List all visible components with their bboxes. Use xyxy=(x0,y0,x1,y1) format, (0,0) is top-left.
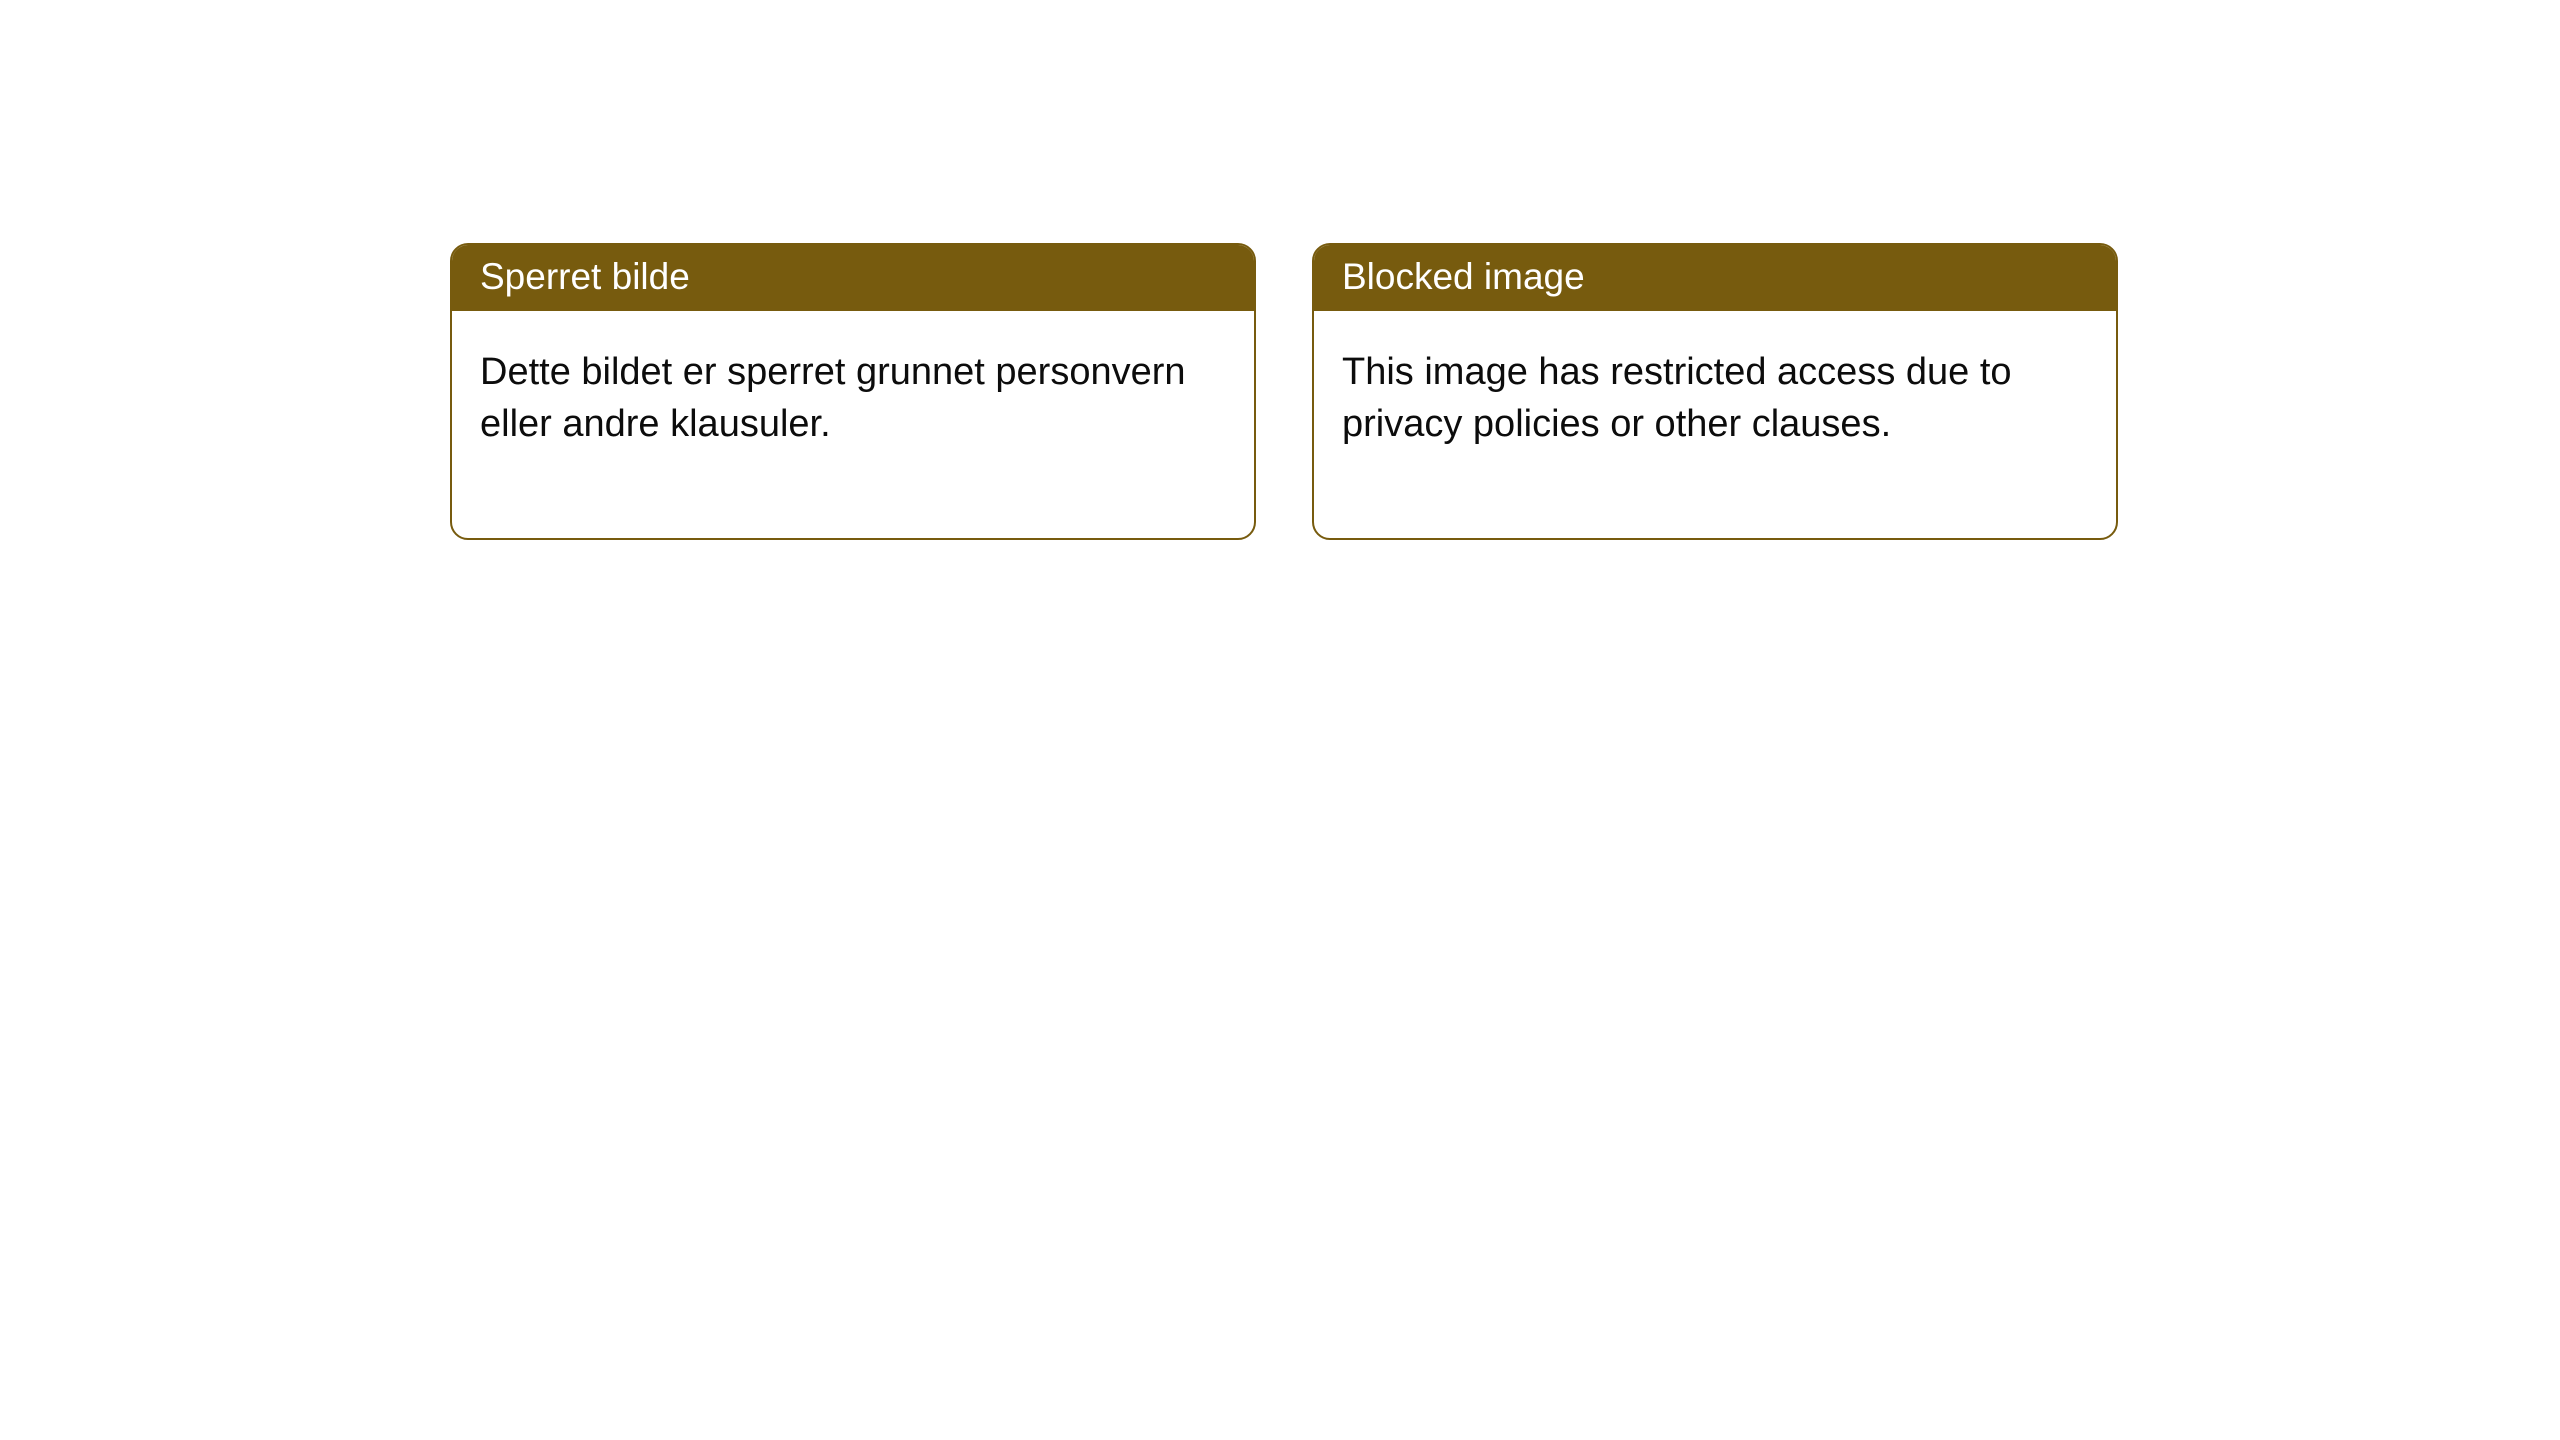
notice-card-norwegian: Sperret bilde Dette bildet er sperret gr… xyxy=(450,243,1256,540)
card-header: Sperret bilde xyxy=(452,245,1254,311)
card-message: This image has restricted access due to … xyxy=(1342,351,2012,444)
card-body: Dette bildet er sperret grunnet personve… xyxy=(452,311,1254,538)
card-header: Blocked image xyxy=(1314,245,2116,311)
notice-container: Sperret bilde Dette bildet er sperret gr… xyxy=(0,0,2560,540)
card-title: Blocked image xyxy=(1342,256,1585,297)
card-title: Sperret bilde xyxy=(480,256,690,297)
notice-card-english: Blocked image This image has restricted … xyxy=(1312,243,2118,540)
card-message: Dette bildet er sperret grunnet personve… xyxy=(480,351,1186,444)
card-body: This image has restricted access due to … xyxy=(1314,311,2116,538)
